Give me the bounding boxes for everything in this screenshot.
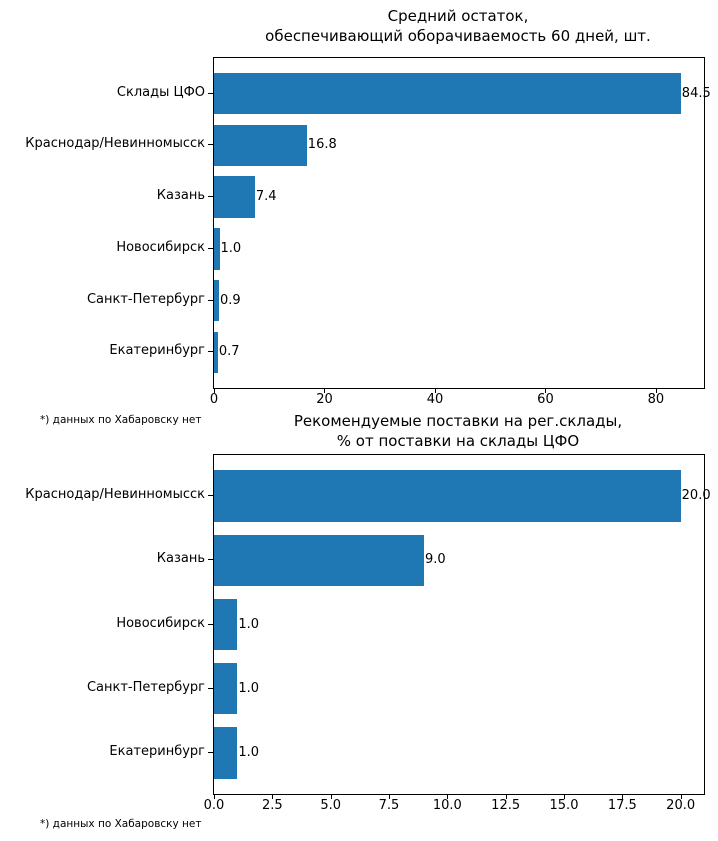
y-tick-mark: [208, 92, 213, 94]
x-tick-mark: [680, 795, 682, 799]
plot-area: 84.5 16.8 7.4 1.0 0.9 0.7: [213, 57, 711, 389]
category-label: Санкт-Петербург: [86, 679, 205, 695]
y-tick-mark: [208, 247, 213, 249]
category-label: Санкт-Петербург: [86, 291, 205, 307]
chart-title: Средний остаток, обеспечивающий оборачив…: [265, 7, 651, 45]
x-tick-mark: [447, 795, 449, 799]
bar-value-label: 1.0: [238, 616, 260, 632]
y-tick-mark: [208, 495, 213, 497]
x-tick-label: 10.0: [432, 798, 462, 813]
y-tick-mark: [208, 623, 213, 625]
bar-value-label: 0.7: [218, 344, 240, 360]
x-tick-label: 2.5: [261, 798, 283, 813]
category-label: Екатеринбург: [109, 743, 205, 759]
y-tick-mark: [208, 559, 213, 561]
y-tick-mark: [208, 299, 213, 301]
category-label: Казань: [156, 188, 205, 204]
category-label: Краснодар/Невинномысск: [25, 136, 205, 152]
bar-value-label: 0.9: [219, 292, 241, 308]
bar: [214, 470, 681, 522]
x-tick-mark: [655, 389, 657, 393]
x-tick-label: 80: [647, 392, 665, 407]
x-tick-label: 60: [537, 392, 554, 407]
x-tick-mark: [272, 795, 274, 799]
bar: [214, 727, 238, 779]
bar-value-label: 7.4: [255, 189, 277, 205]
bar-value-label: 1.0: [238, 680, 260, 696]
bar: [214, 73, 681, 115]
category-label: Склады ЦФО: [116, 84, 205, 100]
bar: [214, 598, 238, 651]
x-tick-mark: [389, 795, 390, 799]
chart-footnote: *) данных по Хабаровску нет: [40, 818, 202, 830]
category-label: Екатеринбург: [109, 343, 205, 359]
x-tick-mark: [545, 389, 547, 393]
y-tick-mark: [208, 196, 213, 198]
category-label: Краснодар/Невинномысск: [25, 487, 205, 503]
category-label: Новосибирск: [116, 239, 205, 255]
y-tick-mark: [208, 687, 213, 689]
x-tick-label: 17.5: [607, 798, 637, 813]
category-label: Новосибирск: [116, 615, 205, 631]
category-label: Казань: [156, 551, 205, 567]
x-tick-label: 5.0: [320, 798, 341, 813]
x-tick-mark: [214, 795, 215, 799]
bar: [214, 176, 255, 218]
x-tick-mark: [505, 795, 507, 799]
bar: [214, 331, 218, 373]
bar: [214, 228, 220, 270]
y-tick-mark: [208, 144, 213, 146]
plot-area: 20.0 9.0 1.0 1.0 1.0: [213, 454, 711, 795]
bar: [214, 279, 219, 322]
x-tick-mark: [330, 795, 332, 799]
bar: [214, 663, 238, 715]
bar-value-label: 9.0: [425, 552, 446, 568]
bar-value-label: 1.0: [220, 240, 242, 256]
bar: [214, 534, 424, 586]
bar-value-label: 84.5: [681, 85, 711, 101]
x-tick-label: 15.0: [549, 798, 579, 813]
bar-value-label: 20.0: [681, 488, 711, 504]
bar: [214, 124, 307, 167]
y-tick-mark: [208, 751, 213, 753]
x-tick-mark: [214, 389, 215, 393]
x-tick-label: 7.5: [378, 798, 400, 813]
x-tick-label: 0.0: [203, 798, 225, 813]
chart-title: Рекомендуемые поставки на рег.склады, % …: [293, 412, 623, 450]
x-tick-mark: [564, 795, 565, 799]
x-tick-label: 20: [316, 392, 333, 407]
y-tick-mark: [208, 351, 213, 353]
x-tick-mark: [622, 795, 624, 799]
x-tick-label: 20.0: [666, 798, 696, 813]
x-tick-mark: [434, 389, 436, 393]
x-tick-mark: [324, 389, 326, 393]
bar-value-label: 16.8: [307, 137, 337, 153]
bar-value-label: 1.0: [238, 744, 260, 760]
x-tick-label: 40: [426, 392, 444, 407]
chart-footnote: *) данных по Хабаровску нет: [40, 414, 202, 426]
x-tick-label: 0: [209, 392, 219, 407]
x-tick-label: 12.5: [491, 798, 521, 813]
